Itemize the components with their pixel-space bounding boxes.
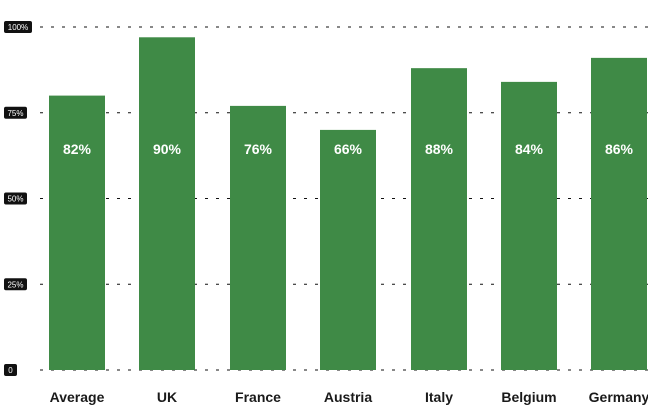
x-axis-categories: Average UK France Austria Italy Belgium German… [50,389,648,405]
y-tick-badge [4,106,27,119]
bar-belgium [501,81,557,370]
y-tick-badge [4,278,27,291]
bar-italy [411,68,467,370]
y-tick-50: 50% [4,192,27,205]
category-label-uk: UK [157,389,177,405]
data-label-average: 82% [63,141,92,157]
category-label-austria: Austria [324,389,372,405]
data-label-belgium: 84% [515,141,544,157]
y-tick-label: 0 [8,366,13,375]
y-tick-label: 75% [7,109,23,118]
y-tick-badge [4,192,27,205]
data-label-france: 76% [244,141,273,157]
y-axis-ticks: 0 25% 50% 75% 100% [4,21,32,376]
y-tick-75: 75% [4,106,27,119]
bar-average [49,95,105,370]
y-tick-label: 25% [7,280,23,289]
category-label-belgium: Belgium [501,389,556,405]
bar-france [230,105,286,370]
y-tick-badge [4,364,17,376]
category-label-france: France [235,389,281,405]
data-label-uk: 90% [153,141,182,157]
bar-germany [591,57,647,371]
y-tick-label: 100% [8,23,28,32]
data-label-germany: 86% [605,141,634,157]
category-label-italy: Italy [425,389,453,405]
bar-uk [139,37,195,370]
data-label-austria: 66% [334,141,363,157]
y-tick-100: 100% [4,21,32,33]
y-tick-badge [4,21,32,33]
y-tick-0: 0 [4,364,17,376]
bars: 82% 90% 76% 66% 88% 84% 86% [49,37,647,371]
y-tick-25: 25% [4,278,27,291]
data-label-italy: 88% [425,141,454,157]
bar-austria [320,129,376,370]
y-tick-label: 50% [7,195,23,204]
category-label-germany: Germany [589,389,648,405]
category-label-average: Average [50,389,105,405]
